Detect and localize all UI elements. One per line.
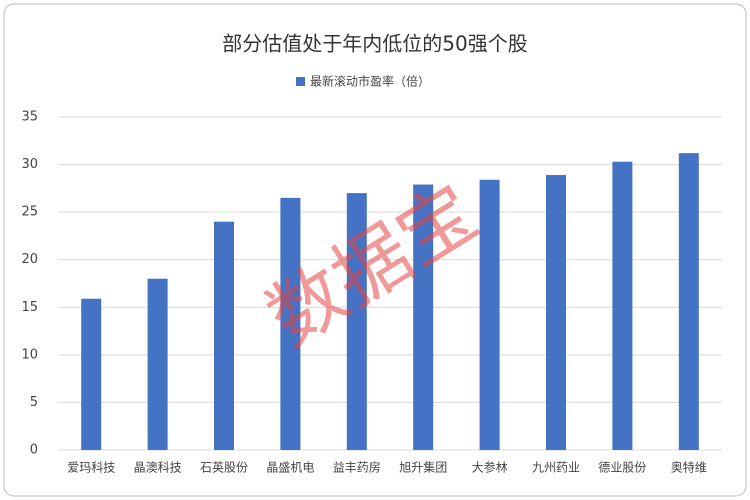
x-tick-label: 九州药业	[532, 461, 580, 475]
x-tick-label: 益丰药房	[333, 460, 381, 475]
bar	[214, 221, 234, 450]
bar	[678, 153, 699, 450]
x-tick-label: 晶盛机电	[266, 460, 314, 475]
bar	[413, 184, 434, 450]
legend-label: 最新滚动市盈率（倍）	[310, 74, 430, 89]
x-tick-label: 大参林	[472, 460, 508, 475]
bar	[479, 179, 500, 450]
legend-swatch	[296, 77, 305, 86]
bar	[546, 175, 566, 450]
bar	[147, 278, 168, 450]
bar	[280, 197, 301, 450]
bar	[612, 161, 633, 450]
x-tick-label: 晶澳科技	[134, 461, 182, 475]
y-tick-label: 0	[30, 443, 38, 458]
x-tick-label: 奥特维	[671, 460, 707, 475]
y-tick-label: 25	[21, 205, 38, 220]
y-tick-label: 35	[21, 110, 38, 125]
x-tick-label: 旭升集团	[399, 460, 447, 475]
bar	[81, 298, 102, 450]
y-tick-label: 15	[21, 300, 38, 315]
y-tick-label: 5	[30, 395, 38, 410]
x-tick-label: 爱玛科技	[67, 461, 115, 475]
chart-title: 部分估值处于年内低位的50强个股	[222, 32, 527, 56]
bar	[346, 193, 367, 450]
x-tick-label: 德业股份	[598, 460, 646, 475]
y-tick-label: 20	[21, 252, 38, 267]
x-tick-label: 石英股份	[200, 461, 248, 475]
y-tick-label: 30	[21, 157, 38, 172]
y-tick-label: 10	[21, 347, 38, 362]
